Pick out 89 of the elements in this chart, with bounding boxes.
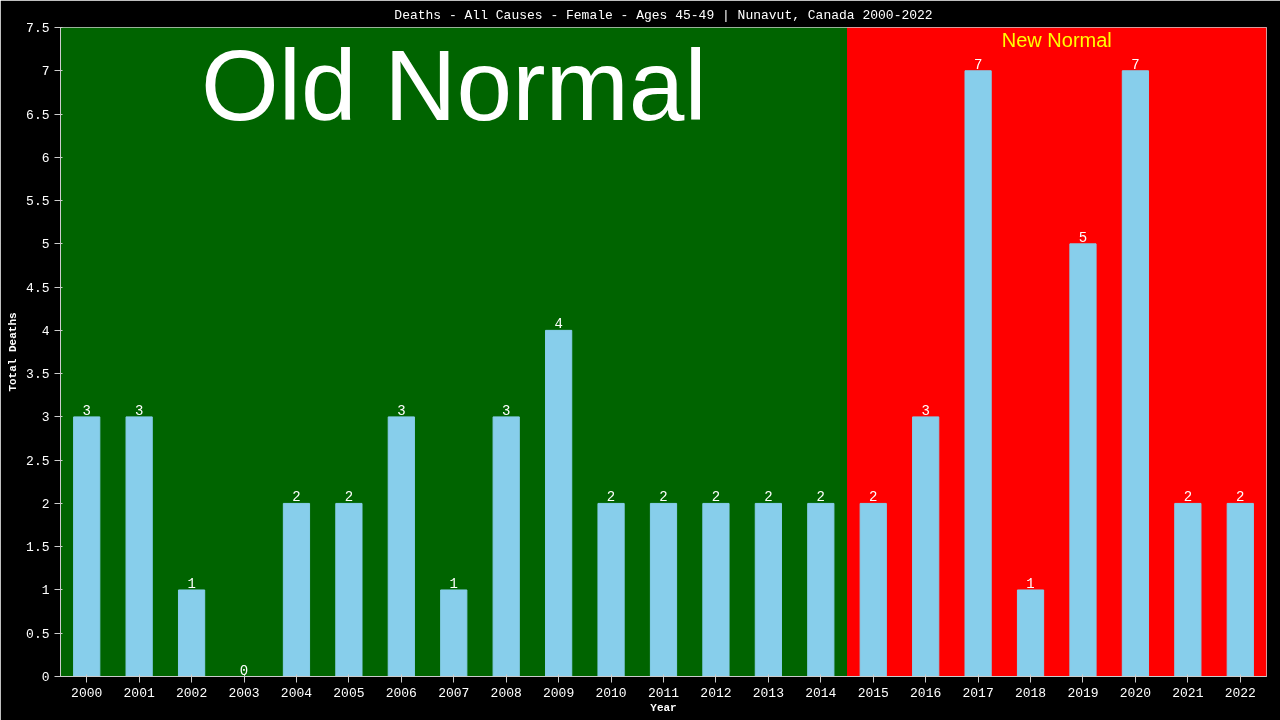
bar [649,502,678,677]
x-tick-label: 2020 [1119,685,1152,701]
data-label: 2 [869,489,878,506]
bar [73,416,101,677]
x-tick-label: 2021 [1172,685,1204,701]
data-label: 4 [554,316,563,333]
data-label: 2 [1236,489,1245,506]
data-label: 3 [921,402,930,419]
x-tick-label: 2017 [962,685,994,701]
y-tick-label: 6 [41,150,50,166]
data-label: 1 [449,575,458,592]
x-tick-label: 2010 [595,685,627,701]
x-tick-label: 2003 [228,685,260,701]
y-tick-label: 3.5 [26,367,50,383]
y-tick-label: 4 [41,323,50,339]
bar [1174,502,1202,677]
x-tick-label: 2009 [543,685,575,701]
y-tick-label: 5.5 [26,194,50,210]
x-tick-label: 2015 [857,685,889,701]
bar [125,416,153,677]
data-label: 2 [344,489,354,506]
data-label: 7 [973,56,983,73]
data-label: 2 [659,489,668,506]
x-tick-label: 2019 [1067,685,1099,701]
data-label: 1 [187,575,196,592]
x-tick-label: 2012 [700,685,732,701]
bar [1226,502,1254,677]
y-tick-label: 1.5 [26,540,50,556]
x-tick-label: 2001 [123,685,155,701]
bar [597,502,625,677]
y-tick-label: 2.5 [26,453,50,469]
x-tick-label: 2022 [1224,685,1256,701]
bar [1016,589,1045,677]
x-tick-label: 2007 [438,685,470,701]
data-label: 3 [397,402,406,419]
x-tick-label: 2008 [490,685,522,701]
x-tick-label: 2014 [805,685,837,701]
bar [545,329,573,677]
data-label: 3 [134,402,144,419]
y-tick-label: 6.5 [26,107,50,123]
data-label: 1 [1026,575,1035,592]
band-label: Old Normal [200,28,707,141]
y-tick-label: 5 [41,237,50,253]
bar [492,416,520,677]
bar [859,502,887,677]
y-tick-label: 7 [41,64,50,80]
bar [754,502,782,677]
chart-title: Deaths - All Causes - Female - Ages 45-49 | Nunavut, Canada 2000-2022 [394,7,933,23]
x-tick-label: 2006 [385,685,417,701]
bar [964,70,992,677]
data-label: 5 [1078,229,1088,246]
bar [912,416,940,677]
data-label: 7 [1131,56,1140,73]
data-label: 2 [606,489,616,506]
x-tick-label: 2013 [752,685,784,701]
bar [387,416,415,677]
band-label: New Normal [1001,28,1112,51]
x-tick-label: 2000 [71,685,103,701]
y-tick-label: 2 [41,496,50,512]
x-tick-label: 2016 [910,685,942,701]
data-label: 2 [764,489,773,506]
y-tick-label: 0 [41,670,50,685]
bar [282,502,311,677]
x-tick-label: 2004 [280,685,313,701]
bar [807,502,835,677]
x-tick-label: 2011 [647,685,680,701]
y-tick-label: 3 [41,410,50,426]
y-tick-label: 7.5 [26,21,50,36]
data-label: 2 [1183,489,1193,506]
x-tick-label: 2002 [175,685,208,701]
y-tick-label: 0.5 [26,626,50,642]
data-label: 2 [816,489,826,506]
data-label: 2 [711,489,721,506]
y-tick-label: 1 [41,583,50,599]
bar [177,589,206,677]
y-tick-label: 4.5 [26,280,50,296]
bar [702,502,730,677]
data-label: 3 [501,402,511,419]
data-label: 2 [292,489,301,506]
bar [1069,243,1097,677]
data-label: 3 [82,402,91,419]
y-axis-title: Total Deaths [7,312,20,392]
x-tick-label: 2018 [1014,685,1047,701]
x-tick-label: 2005 [333,685,365,701]
x-axis-title: Year [650,701,677,714]
bar [1121,70,1150,677]
data-label: 0 [239,662,249,679]
bar [440,589,468,677]
bar [335,502,363,677]
